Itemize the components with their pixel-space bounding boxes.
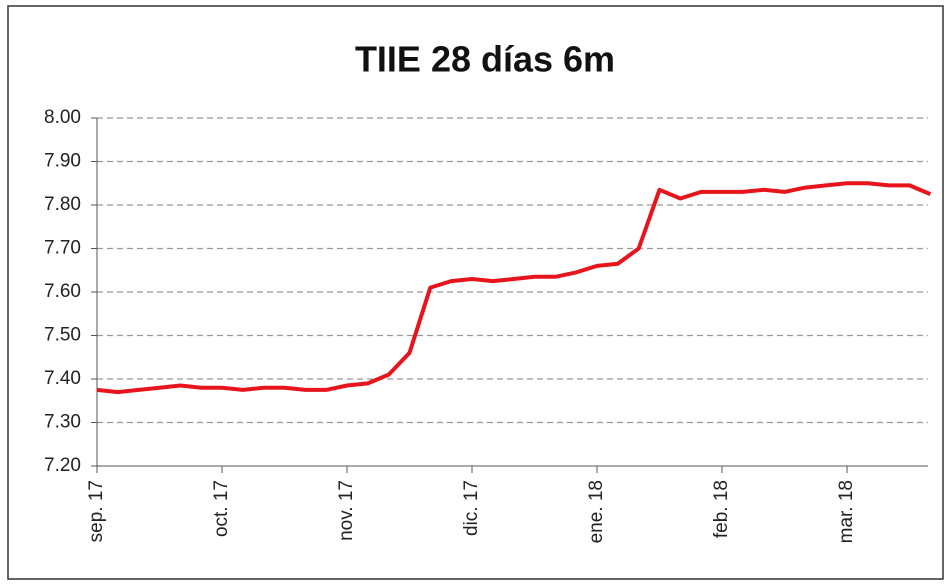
y-tick-label: 7.20 [44,455,81,476]
x-tick-label: sep. 17 [86,480,107,542]
x-tick-label: nov. 17 [336,480,357,541]
y-tick-label: 7.70 [44,238,81,259]
chart-title: TIIE 28 días 6m [355,39,615,80]
y-tick-label: 7.80 [44,194,81,215]
y-tick-label: 7.50 [44,325,81,346]
y-tick-label: 7.90 [44,151,81,172]
x-tick-label: feb. 18 [711,480,732,538]
x-tick-label: dic. 17 [461,480,482,536]
y-tick-label: 8.00 [44,107,81,128]
y-tick-label: 7.60 [44,281,81,302]
y-tick-label: 7.30 [44,412,81,433]
x-tick-label: ene. 18 [586,480,607,543]
data-line [96,181,932,395]
y-tick-label: 7.40 [44,368,81,389]
x-tick-label: oct. 17 [211,480,232,537]
x-tick-label: mar. 18 [836,480,857,543]
